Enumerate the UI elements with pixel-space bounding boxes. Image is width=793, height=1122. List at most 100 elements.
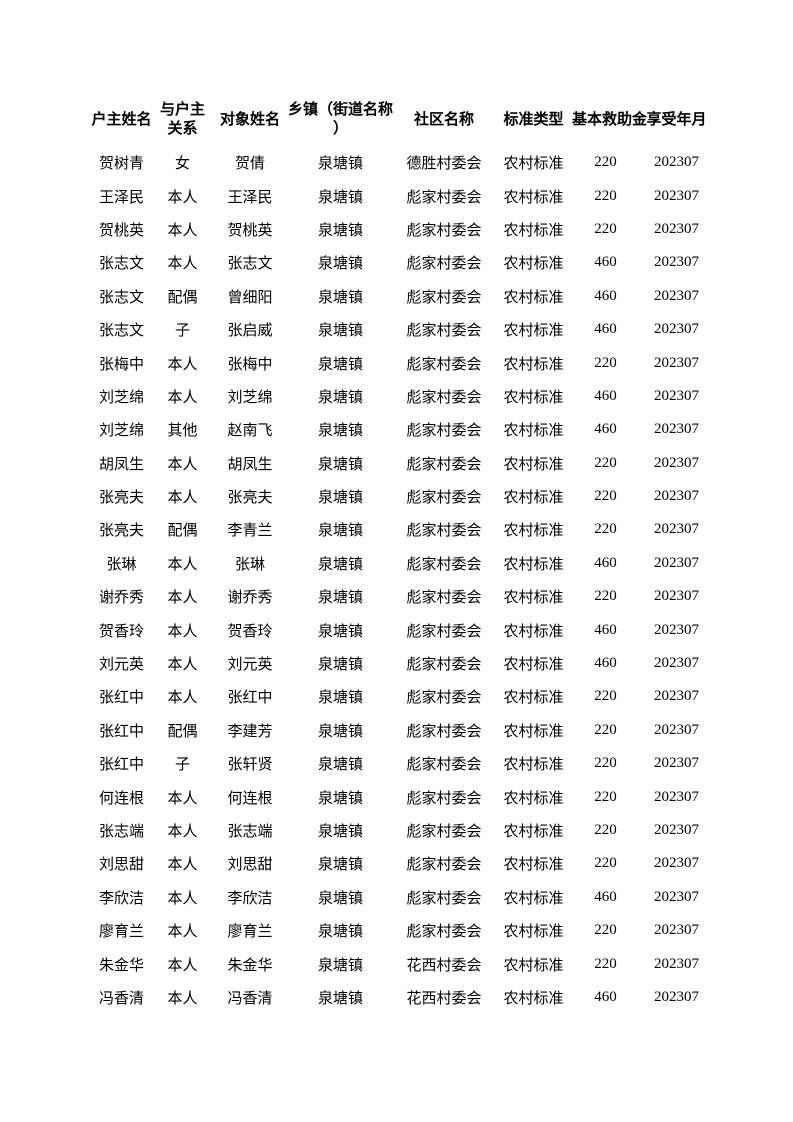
table-cell: 王泽民 <box>227 189 273 206</box>
table-row: 刘元英 本人 刘元英 泉塘镇 彪家村委会 农村标准 460 202307 <box>90 647 714 680</box>
table-cell: 彪家村委会 <box>406 890 482 907</box>
table-row: 贺桃英 本人 贺桃英 泉塘镇 彪家村委会 农村标准 220 202307 <box>90 213 714 246</box>
table-cell: 彪家村委会 <box>406 356 482 373</box>
table-cell: 泉塘镇 <box>317 456 363 473</box>
table-cell: 张志文 <box>98 289 144 306</box>
table-cell: 本人 <box>167 222 198 239</box>
table-cell: 220 <box>594 822 617 838</box>
table-cell: 谢乔秀 <box>98 590 144 607</box>
table-cell: 贺桃英 <box>98 222 144 239</box>
table-cell: 泉塘镇 <box>317 189 363 206</box>
table-cell: 李建芳 <box>227 723 273 740</box>
table-cell: 220 <box>594 521 617 538</box>
table-cell: 农村标准 <box>503 556 564 573</box>
table-cell: 202307 <box>654 154 699 171</box>
table-cell: 彪家村委会 <box>406 723 482 740</box>
table-cell: 460 <box>594 254 617 271</box>
table-cell: 张红中 <box>98 723 144 740</box>
table-cell: 农村标准 <box>503 690 564 707</box>
table-cell: 彪家村委会 <box>406 256 482 273</box>
table-cell: 彪家村委会 <box>406 757 482 774</box>
table-row: 张志端 本人 张志端 泉塘镇 彪家村委会 农村标准 220 202307 <box>90 814 714 847</box>
table-cell: 花西村委会 <box>406 990 482 1007</box>
table-cell: 泉塘镇 <box>317 156 363 173</box>
table-cell: 220 <box>594 688 617 705</box>
table-cell: 刘芝绵 <box>227 389 273 406</box>
table-cell: 农村标准 <box>503 423 564 440</box>
table-cell: 女 <box>174 156 190 173</box>
table-cell: 农村标准 <box>503 256 564 273</box>
table-cell: 泉塘镇 <box>317 857 363 874</box>
table-cell: 农村标准 <box>503 590 564 607</box>
table-row: 何连根 本人 何连根 泉塘镇 彪家村委会 农村标准 220 202307 <box>90 780 714 813</box>
table-row: 张梅中 本人 张梅中 泉塘镇 彪家村委会 农村标准 220 202307 <box>90 346 714 379</box>
table-cell: 农村标准 <box>503 389 564 406</box>
table-cell: 农村标准 <box>503 857 564 874</box>
table-row: 冯香清 本人 冯香清 泉塘镇 花西村委会 农村标准 460 202307 <box>90 981 714 1014</box>
table-row: 张亮夫 配偶 李青兰 泉塘镇 彪家村委会 农村标准 220 202307 <box>90 513 714 546</box>
table-cell: 农村标准 <box>503 189 564 206</box>
table-cell: 农村标准 <box>503 623 564 640</box>
table-cell: 202307 <box>654 755 699 772</box>
table-cell: 本人 <box>167 256 198 273</box>
table-cell: 张亮夫 <box>98 490 144 507</box>
table-cell: 农村标准 <box>503 289 564 306</box>
table-cell: 贺倩 <box>234 156 265 173</box>
table-cell: 农村标准 <box>503 222 564 239</box>
table-cell: 何连根 <box>227 790 273 807</box>
table-cell: 本人 <box>167 456 198 473</box>
table-cell: 本人 <box>167 824 198 840</box>
table-cell: 泉塘镇 <box>317 657 363 674</box>
table-cell: 其他 <box>167 423 198 440</box>
table-cell: 泉塘镇 <box>317 790 363 807</box>
table-cell: 460 <box>594 554 617 571</box>
table-cell: 冯香清 <box>227 990 273 1007</box>
table-cell: 泉塘镇 <box>317 590 363 607</box>
table-cell: 彪家村委会 <box>406 389 482 406</box>
table-cell: 张红中 <box>98 757 144 774</box>
table-cell: 彪家村委会 <box>406 490 482 507</box>
column-header-subject-name: 对象姓名 <box>219 111 280 128</box>
table-cell: 泉塘镇 <box>317 256 363 273</box>
table-cell: 泉塘镇 <box>317 389 363 406</box>
table-cell: 农村标准 <box>503 356 564 373</box>
column-header-standard-type: 标准类型 <box>503 111 564 128</box>
table-cell: 王泽民 <box>98 189 144 206</box>
table-row: 张志文 子 张启威 泉塘镇 彪家村委会 农村标准 460 202307 <box>90 313 714 346</box>
table-cell: 泉塘镇 <box>317 957 363 974</box>
table-cell: 本人 <box>167 356 198 373</box>
table-cell: 泉塘镇 <box>317 824 363 840</box>
table-cell: 泉塘镇 <box>317 356 363 373</box>
table-cell: 202307 <box>654 521 699 538</box>
table-cell: 220 <box>594 922 617 939</box>
table-cell: 张琳 <box>234 556 265 573</box>
table-cell: 本人 <box>167 890 198 907</box>
table-cell: 220 <box>594 955 617 972</box>
table-cell: 彪家村委会 <box>406 423 482 440</box>
table-cell: 泉塘镇 <box>317 222 363 239</box>
table-cell: 贺树青 <box>98 156 144 173</box>
table-cell: 胡凤生 <box>98 456 144 473</box>
table-cell: 彪家村委会 <box>406 857 482 874</box>
table-cell: 张琳 <box>106 556 137 573</box>
table-cell: 农村标准 <box>503 924 564 941</box>
table-cell: 本人 <box>167 556 198 573</box>
table-cell: 农村标准 <box>503 156 564 173</box>
table-cell: 张志端 <box>98 824 144 840</box>
table-cell: 张亮夫 <box>98 523 144 540</box>
table-cell: 本人 <box>167 957 198 974</box>
table-cell: 张志端 <box>227 824 273 840</box>
table-row: 朱金华 本人 朱金华 泉塘镇 花西村委会 农村标准 220 202307 <box>90 947 714 980</box>
table-cell: 202307 <box>654 554 699 571</box>
table-cell: 202307 <box>654 822 699 838</box>
table-cell: 农村标准 <box>503 757 564 774</box>
table-cell: 泉塘镇 <box>317 723 363 740</box>
table-cell: 202307 <box>654 988 699 1005</box>
column-header-householder-name: 户主姓名 <box>91 111 152 128</box>
table-cell: 202307 <box>654 855 699 872</box>
table-cell: 胡凤生 <box>227 456 273 473</box>
table-cell: 贺香玲 <box>227 623 273 640</box>
table-cell: 张梅中 <box>98 356 144 373</box>
table-cell: 刘芝绵 <box>98 423 144 440</box>
